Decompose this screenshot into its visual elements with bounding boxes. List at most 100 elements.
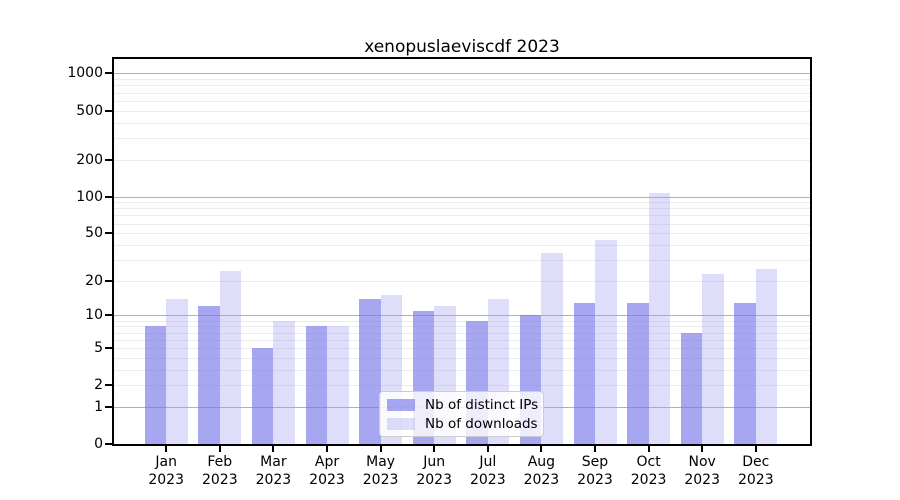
- x-tick-mark: [754, 446, 757, 452]
- x-tick-mark: [379, 446, 382, 452]
- y-tick-label: 100: [76, 188, 103, 205]
- y-tick-mark: [105, 232, 112, 235]
- bar-ips-sep: [573, 302, 595, 444]
- x-tick-mark: [647, 446, 650, 452]
- y-tick-mark: [105, 158, 112, 161]
- y-tick-label: 10: [85, 307, 103, 324]
- x-tick-label: Jun 2023: [416, 454, 452, 488]
- x-tick-label: Oct 2023: [630, 454, 667, 488]
- gridline-minor: [114, 215, 810, 217]
- gridline-minor: [114, 347, 810, 349]
- gridline-minor: [114, 332, 810, 334]
- legend-label-ips: Nb of distinct IPs: [425, 396, 539, 413]
- y-tick-mark: [105, 195, 112, 198]
- gridline-minor: [114, 122, 810, 124]
- chart-title: xenopuslaeviscdf 2023: [364, 37, 560, 57]
- gridline-minor: [114, 79, 810, 81]
- x-tick-mark: [486, 446, 489, 452]
- legend-label-downloads: Nb of downloads: [425, 415, 538, 432]
- legend: Nb of distinct IPs Nb of downloads: [379, 391, 544, 437]
- gridline-minor: [114, 233, 810, 235]
- x-tick-label: Nov 2023: [684, 454, 720, 488]
- bar-downloads-dec: [755, 269, 778, 444]
- y-tick-mark: [105, 443, 112, 445]
- gridline-major: [114, 196, 810, 198]
- y-tick-mark: [105, 346, 112, 349]
- gridline-minor: [114, 357, 810, 359]
- bar-downloads-aug: [541, 253, 563, 444]
- bar-downloads-sep: [595, 239, 617, 444]
- y-tick-label: 20: [85, 272, 103, 289]
- y-tick-label: 1000: [67, 65, 103, 82]
- gridline-minor: [114, 100, 810, 102]
- y-tick-label: 500: [76, 102, 103, 119]
- gridline-minor: [114, 92, 810, 94]
- bar-ips-apr: [305, 326, 327, 444]
- gridline-minor: [114, 202, 810, 204]
- gridline-minor: [114, 85, 810, 87]
- bar-downloads-jan: [166, 298, 188, 444]
- x-tick-label: Jul 2023: [469, 454, 506, 488]
- x-tick-label: Apr 2023: [309, 454, 345, 488]
- gridline-minor: [114, 259, 810, 261]
- gridline-minor: [114, 280, 810, 282]
- gridline-major: [114, 315, 810, 317]
- y-tick-mark: [105, 314, 112, 317]
- y-tick-label: 5: [94, 339, 103, 356]
- y-tick-label: 1: [94, 398, 103, 415]
- gridline-minor: [114, 244, 810, 246]
- x-tick-label: Mar 2023: [255, 454, 292, 488]
- y-tick-label: 2: [94, 377, 103, 394]
- x-tick-mark: [218, 446, 221, 452]
- y-tick-mark: [105, 109, 112, 112]
- bar-ips-feb: [198, 306, 220, 444]
- gridline-major: [114, 73, 810, 75]
- legend-item-downloads: Nb of downloads: [387, 414, 538, 433]
- gridline-minor: [114, 208, 810, 210]
- downloads-swatch-icon: [387, 417, 415, 430]
- plot-area: [114, 59, 810, 444]
- x-tick-mark: [326, 446, 328, 452]
- gridline-minor: [114, 137, 810, 139]
- x-tick-mark: [433, 446, 436, 452]
- legend-item-ips: Nb of distinct IPs: [387, 395, 539, 414]
- x-tick-label: Dec 2023: [737, 454, 774, 488]
- gridline-minor: [114, 223, 810, 225]
- gridline-minor: [114, 320, 810, 322]
- y-tick-label: 200: [76, 151, 103, 168]
- gridline-minor: [114, 159, 810, 161]
- gridline-minor: [114, 326, 810, 328]
- bar-downloads-nov: [702, 273, 724, 444]
- y-tick-label: 0: [94, 436, 103, 452]
- bar-downloads-oct: [648, 192, 671, 444]
- bar-ips-jan: [144, 326, 167, 444]
- x-tick-label: Feb 2023: [201, 454, 238, 488]
- ips-swatch-icon: [387, 398, 415, 411]
- bar-ips-oct: [627, 302, 649, 444]
- x-tick-mark: [540, 446, 543, 452]
- x-tick-mark: [272, 446, 275, 452]
- y-tick-mark: [105, 384, 112, 387]
- bar-downloads-mar: [273, 320, 295, 444]
- gridline-minor: [114, 369, 810, 371]
- x-tick-label: Sep 2023: [577, 454, 613, 488]
- bar-ips-mar: [251, 347, 274, 444]
- y-tick-mark: [105, 72, 112, 75]
- y-tick-mark: [105, 279, 112, 282]
- x-tick-label: Aug 2023: [523, 454, 560, 488]
- bar-ips-dec: [734, 302, 756, 444]
- x-tick-mark: [165, 446, 168, 452]
- y-tick-label: 50: [85, 225, 103, 242]
- bar-downloads-apr: [327, 326, 349, 444]
- gridline-minor: [114, 339, 810, 341]
- bar-ips-nov: [680, 332, 703, 444]
- x-tick-mark: [701, 446, 704, 452]
- bar-downloads-feb: [219, 271, 242, 444]
- x-tick-label: May 2023: [362, 454, 399, 488]
- gridline-minor: [114, 110, 810, 112]
- bar-ips-may: [359, 298, 381, 444]
- gridline-minor: [114, 385, 810, 387]
- y-tick-mark: [105, 405, 112, 408]
- x-tick-mark: [594, 446, 596, 452]
